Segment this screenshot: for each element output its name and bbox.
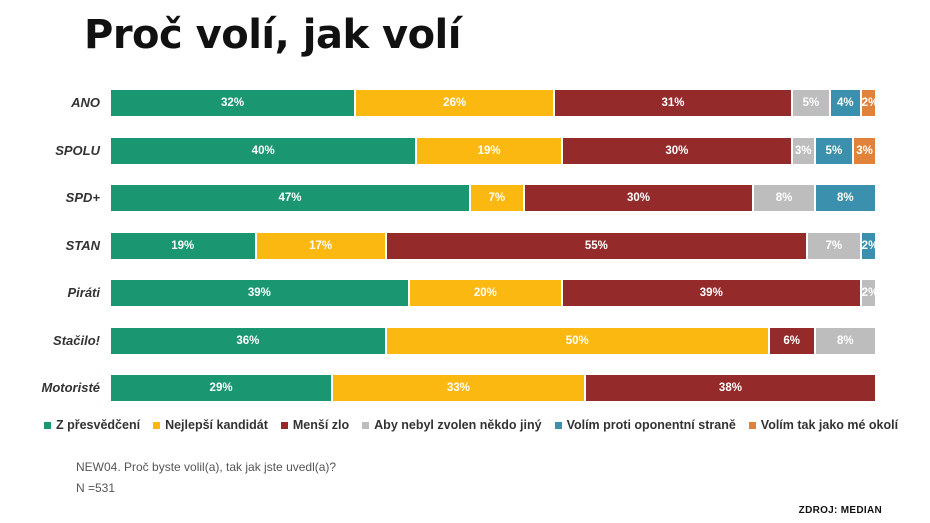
legend-label: Z přesvědčení [56,418,141,432]
bar-segment: 19% [111,232,255,259]
bar-segment: 3% [854,137,875,164]
bar-segment: 39% [562,280,860,306]
sample-size: N =531 [76,481,116,495]
bar-segment: 29% [111,375,332,401]
bar-segment: 2% [861,90,875,116]
bar-segment: 39% [111,280,408,306]
page-title: Proč volí, jak volí [84,12,461,58]
source-note: ZDROJ: MEDIAN [798,505,882,516]
bar-segment: 3% [792,137,814,164]
bar-segment: 40% [111,137,416,164]
legend-item: Aby nebyl zvolen někdo jiný [362,418,542,432]
legend-label: Volím tak jako mé okolí [760,418,899,432]
category-label: SPOLU [55,142,100,158]
bar-segment: 33% [333,375,584,401]
bar-segment: 50% [386,327,768,354]
category-label: SPD+ [65,190,100,205]
bar-segment: 31% [555,90,791,116]
bar-segment: 38% [585,375,875,401]
bar-segment: 5% [815,137,853,164]
bar-segment: 36% [111,327,385,354]
category-label: Motoristé [41,380,101,395]
legend-swatch [44,421,51,429]
legend-item: Volím proti oponentní straně [554,418,736,432]
legend-item: Volím tak jako mé okolí [748,418,899,432]
legend-item: Nejlepší kandidát [153,418,268,432]
category-label: Piráti [67,285,100,300]
category-label: STAN [65,237,100,253]
bar-segment: 32% [111,90,355,116]
legend-swatch [153,421,161,429]
bar-segment: 6% [769,327,814,354]
legend-label: Aby nebyl zvolen někdo jiný [374,418,542,432]
bar-segment: 7% [471,185,523,211]
survey-question: NEW04. Proč byste volil(a), tak jak jste… [76,460,337,474]
legend-label: Nejlepší kandidát [165,418,268,432]
bar-segment: 47% [111,185,470,211]
bar-segment: 8% [815,185,875,211]
bar-segment: 2% [861,280,875,306]
bar-segment: 26% [356,90,554,116]
bar-segment: 8% [815,327,875,354]
legend-item: Menší zlo [280,418,350,432]
bar-segment: 4% [831,90,860,116]
legend-swatch [362,421,370,429]
bar-segment: 7% [808,232,860,259]
legend-swatch [748,421,756,429]
legend-item: Z přesvědčení [44,418,140,432]
stacked-bar-chart: ANO32%26%31%5%4%2%SPOLU40%19%30%3%5%3%SP… [41,90,875,401]
bar-segment: 20% [409,280,561,306]
bar-segment: 17% [256,232,385,259]
bar-segment: 19% [417,137,561,164]
category-label: ANO [71,95,100,110]
legend-swatch [280,421,288,429]
chart-legend: Z přesvědčení Nejlepší kandidát Menší zlo A… [44,418,924,432]
legend-label: Menší zlo [292,418,350,432]
category-label: Stačilo! [53,332,100,348]
bar-segment: 5% [792,90,830,116]
bar-segment: 30% [562,137,791,164]
legend-swatch [554,421,562,429]
legend-label: Volím proti oponentní straně [566,418,736,432]
bar-segment: 2% [861,232,875,259]
bar-segment: 55% [386,232,807,259]
bar-segment: 30% [524,185,753,211]
bar-segment: 8% [754,185,814,211]
